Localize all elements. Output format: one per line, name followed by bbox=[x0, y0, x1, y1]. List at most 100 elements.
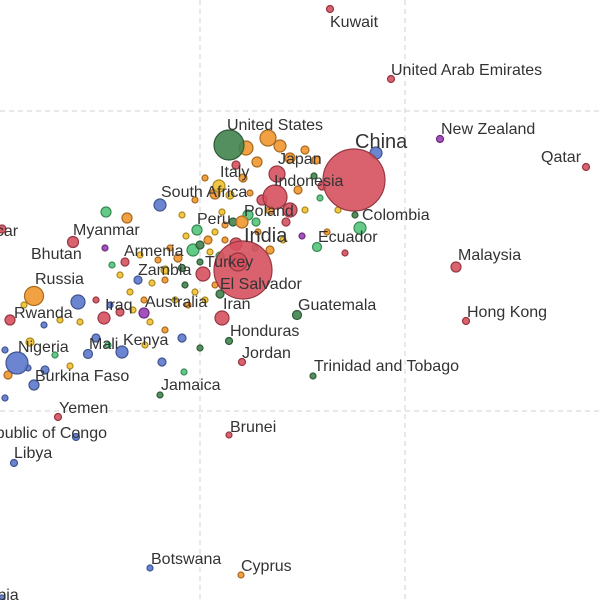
bubble bbox=[191, 224, 203, 236]
label-jordan: Jordan bbox=[242, 345, 291, 362]
bubble bbox=[140, 296, 148, 304]
bubble bbox=[301, 206, 309, 214]
bubble-malaysia bbox=[450, 261, 462, 273]
label-new-zealand: New Zealand bbox=[441, 121, 535, 138]
bubble bbox=[300, 145, 310, 155]
bubble-jordan bbox=[237, 357, 247, 367]
label-honduras: Honduras bbox=[230, 323, 299, 340]
bubble bbox=[166, 244, 174, 252]
bubble bbox=[1, 394, 9, 402]
label-bhutan: Bhutan bbox=[31, 246, 82, 263]
label-trinidad-and-tobago: Trinidad and Tobago bbox=[314, 358, 459, 375]
bubble bbox=[40, 365, 50, 375]
label-mali: Mali bbox=[89, 336, 118, 353]
label-russia: Russia bbox=[35, 271, 84, 288]
bubble bbox=[1, 346, 9, 354]
label-botswana: Botswana bbox=[151, 551, 221, 568]
bubble-democratic-republic-of-congo bbox=[71, 432, 81, 442]
bubble-rwanda bbox=[4, 314, 16, 326]
bubble bbox=[221, 236, 229, 244]
bubble-nigeria bbox=[5, 351, 29, 375]
bubble bbox=[281, 217, 291, 227]
bubble-madagascar bbox=[0, 224, 7, 234]
bubble bbox=[108, 261, 116, 269]
bubble-zambia bbox=[177, 263, 187, 273]
bubble-kuwait bbox=[325, 4, 335, 14]
bubble-united-arab-emirates bbox=[386, 74, 396, 84]
label-yemen: Yemen bbox=[59, 400, 108, 417]
bubble-italy bbox=[212, 179, 226, 193]
label-ecuador: Ecuador bbox=[318, 229, 378, 246]
bubble bbox=[182, 232, 190, 240]
country-labels: Kuwait United Arab Emirates New Zealand Qat… bbox=[0, 14, 582, 600]
bubble bbox=[160, 265, 170, 275]
bubble-peru bbox=[235, 215, 249, 229]
bubble bbox=[101, 244, 109, 252]
label-brunei: Brunei bbox=[230, 419, 276, 436]
bubble bbox=[310, 172, 318, 180]
bubble bbox=[221, 221, 229, 229]
label-italy: Italy bbox=[220, 164, 249, 181]
bubble-bhutan bbox=[66, 235, 80, 249]
label-australia: Australia bbox=[145, 294, 207, 311]
label-nigeria: Nigeria bbox=[18, 339, 69, 356]
bubble-iraq bbox=[97, 311, 111, 325]
bubble bbox=[196, 258, 204, 266]
label-india: India bbox=[244, 225, 288, 247]
bubble bbox=[100, 206, 112, 218]
label-myanmar: Myanmar bbox=[73, 222, 140, 239]
label-iraq: Iraq bbox=[105, 297, 133, 314]
bubble-qatar bbox=[581, 162, 591, 172]
label-libya: Libya bbox=[14, 445, 52, 462]
bubble bbox=[161, 326, 169, 334]
bubble-japan bbox=[268, 165, 286, 183]
bubble-honduras bbox=[224, 336, 234, 346]
label-kenya: Kenya bbox=[123, 332, 168, 349]
label-united-states: United States bbox=[227, 117, 323, 134]
bubble bbox=[201, 174, 209, 182]
label-democratic-republic-of-congo: Democratic Republic of Congo bbox=[0, 425, 107, 442]
bubble bbox=[157, 357, 167, 367]
bubble bbox=[3, 370, 13, 380]
bubble bbox=[279, 236, 287, 244]
bubble bbox=[293, 185, 303, 195]
bubble bbox=[171, 296, 179, 304]
label-poland: Poland bbox=[244, 203, 294, 220]
bubble bbox=[92, 296, 100, 304]
bubble-brunei bbox=[225, 431, 233, 439]
bubble bbox=[136, 251, 144, 259]
bubble bbox=[191, 288, 199, 296]
bubble bbox=[25, 337, 35, 347]
bubble bbox=[203, 235, 213, 245]
bubble bbox=[218, 208, 226, 216]
bubble-trinidad-and-tobago bbox=[309, 372, 317, 380]
bubble-russia bbox=[23, 285, 45, 307]
label-south-africa: South Africa bbox=[161, 184, 247, 201]
bubble bbox=[76, 318, 84, 326]
bubble bbox=[259, 129, 277, 147]
bubble bbox=[51, 351, 59, 359]
bubble bbox=[161, 276, 169, 284]
bubble bbox=[273, 139, 287, 153]
bubble-new-zealand bbox=[435, 134, 445, 144]
label-jamaica: Jamaica bbox=[161, 377, 221, 394]
label-cyprus: Cyprus bbox=[241, 558, 292, 575]
label-iran: Iran bbox=[223, 296, 251, 313]
bubble-iran bbox=[214, 310, 230, 326]
bubble bbox=[191, 196, 199, 204]
bubble-jamaica bbox=[156, 391, 164, 399]
bubble bbox=[316, 194, 324, 202]
bubble bbox=[284, 152, 296, 164]
bubble bbox=[196, 344, 204, 352]
bubble bbox=[104, 341, 112, 349]
bubble-cyprus bbox=[237, 571, 245, 579]
bubble-el-salvador bbox=[215, 289, 225, 299]
bubble bbox=[106, 301, 114, 309]
bubble bbox=[225, 190, 235, 200]
bubble bbox=[20, 301, 28, 309]
bubble-south-africa bbox=[153, 198, 167, 212]
bubble bbox=[251, 217, 261, 227]
label-indonesia: Indonesia bbox=[274, 173, 343, 190]
